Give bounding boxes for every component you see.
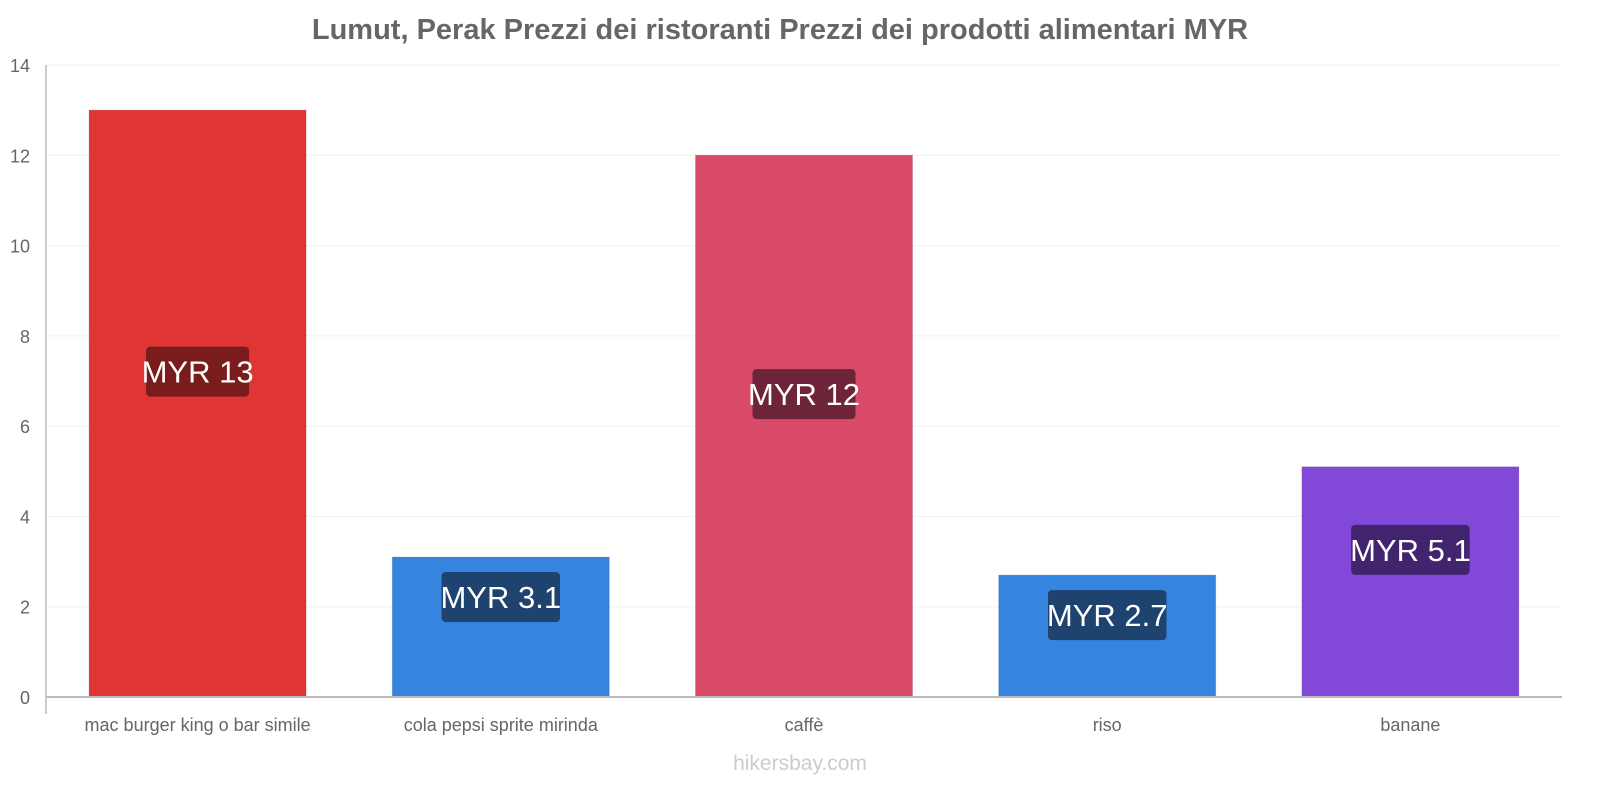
data-label: MYR 3.1	[440, 580, 561, 615]
bar	[1301, 466, 1520, 698]
y-tick-label: 0	[20, 688, 30, 708]
bar	[88, 109, 307, 698]
data-label-background	[1047, 590, 1167, 641]
data-label-background	[441, 572, 561, 623]
chart-title: Lumut, Perak Prezzi dei ristoranti Prezz…	[311, 14, 1249, 46]
y-tick-label: 6	[20, 417, 30, 437]
x-tick-label: mac burger king o bar simile	[85, 715, 311, 735]
x-tick-label: caffè	[785, 715, 824, 735]
bar	[695, 154, 913, 698]
y-tick-label: 12	[10, 146, 30, 166]
y-tick-label: 4	[20, 507, 30, 527]
y-tick-label: 2	[20, 598, 30, 618]
data-label-background	[752, 369, 856, 420]
data-label: MYR 5.1	[1350, 533, 1471, 568]
data-label: MYR 2.7	[1047, 598, 1168, 633]
x-tick-label: banane	[1380, 715, 1440, 735]
data-label: MYR 13	[142, 355, 254, 390]
data-label-background	[1351, 524, 1470, 575]
data-label-background	[146, 346, 250, 397]
y-tick-label: 14	[10, 56, 30, 76]
y-tick-label: 10	[10, 237, 30, 257]
x-tick-label: riso	[1093, 715, 1122, 735]
watermark: hikersbay.com	[733, 752, 867, 775]
x-tick-label: cola pepsi sprite mirinda	[404, 715, 599, 735]
data-label: MYR 12	[748, 377, 860, 412]
y-tick-label: 8	[20, 327, 30, 347]
